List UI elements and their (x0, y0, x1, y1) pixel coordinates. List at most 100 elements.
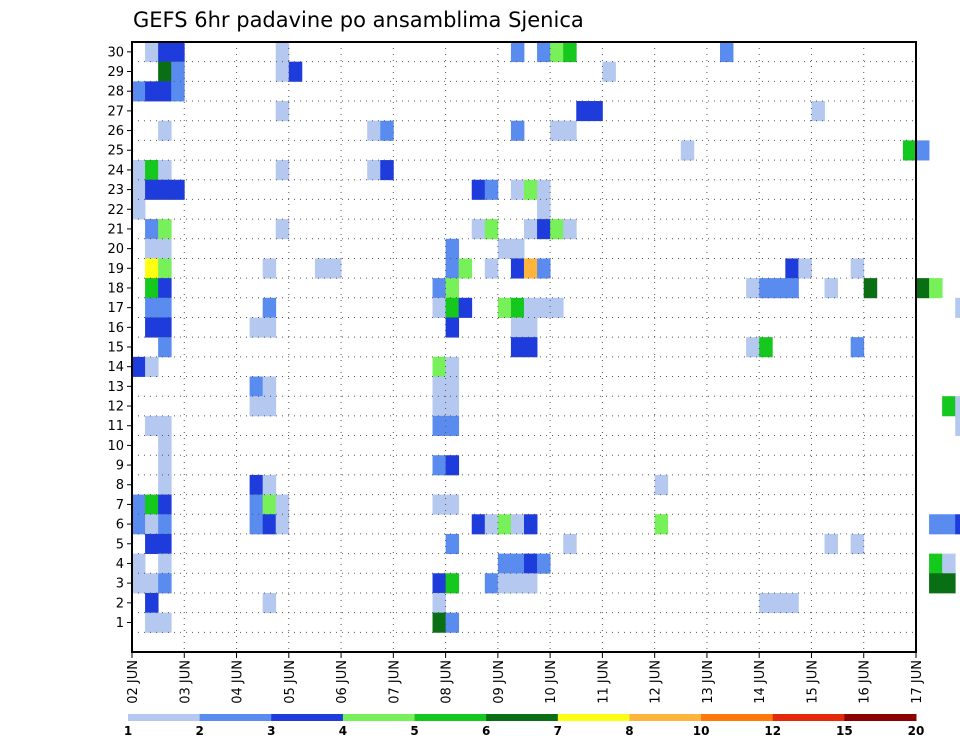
heatmap-cell (785, 592, 799, 614)
heatmap-cell (445, 258, 460, 279)
heatmap-cell (524, 219, 538, 240)
legend-label: 8 (625, 724, 633, 738)
heatmap-cell (497, 553, 512, 574)
y-tick-label: 19 (107, 262, 124, 277)
heatmap-cell (550, 297, 564, 318)
heatmap-cell (158, 435, 172, 456)
heatmap-cell (955, 514, 960, 535)
heatmap-cell (537, 258, 551, 279)
y-tick-label: 5 (116, 537, 124, 552)
y-tick-label: 17 (107, 301, 124, 316)
legend-label: 20 (908, 724, 925, 738)
legend-label: 6 (482, 724, 490, 738)
heatmap-cell (471, 219, 486, 240)
x-tick-label: 08 JUN (440, 660, 455, 704)
heatmap-cell (145, 317, 159, 338)
heatmap-cell (158, 455, 172, 476)
heatmap-cell (158, 42, 172, 63)
heatmap-cell (158, 81, 172, 102)
heatmap-cell (537, 297, 551, 318)
heatmap-cell (249, 474, 264, 495)
x-tick-label: 11 JUN (596, 660, 611, 704)
heatmap-cell (510, 42, 525, 63)
heatmap-cell (249, 396, 264, 417)
x-tick-label: 05 JUN (283, 660, 298, 704)
heatmap-cell (720, 42, 734, 63)
heatmap-cell (524, 317, 538, 338)
x-tick-label: 02 JUN (126, 660, 141, 704)
heatmap-cell (275, 42, 290, 63)
y-tick-label: 23 (107, 183, 124, 198)
heatmap-cell (132, 179, 146, 200)
heatmap-cell (510, 179, 525, 200)
heatmap-cell (145, 42, 159, 63)
heatmap-cell (746, 278, 760, 299)
heatmap-cell (275, 160, 290, 181)
heatmap-cell (510, 317, 525, 338)
heatmap-cell (249, 317, 264, 338)
heatmap-cell (471, 514, 486, 535)
heatmap-cell (510, 120, 525, 141)
heatmap-cell (510, 514, 525, 535)
y-tick-label: 24 (107, 163, 124, 178)
y-tick-label: 3 (116, 577, 124, 592)
heatmap-cell (929, 573, 943, 594)
y-tick-label: 4 (116, 557, 124, 572)
heatmap-cell (524, 179, 538, 200)
heatmap-cell (524, 297, 538, 318)
x-tick-label: 14 JUN (753, 660, 768, 704)
heatmap-cell (158, 238, 172, 259)
legend-swatch (557, 714, 630, 721)
y-tick-label: 13 (107, 380, 124, 395)
heatmap-cell (537, 42, 551, 63)
heatmap-cell (132, 553, 146, 574)
heatmap-cell (445, 455, 460, 476)
heatmap-cell (537, 199, 551, 220)
heatmap-cell (850, 337, 865, 358)
heatmap-cells (132, 42, 960, 633)
heatmap-cell (955, 415, 960, 436)
heatmap-cell (145, 415, 159, 436)
heatmap-cell (262, 592, 277, 614)
heatmap-cell (158, 494, 172, 515)
heatmap-cell (432, 612, 446, 633)
y-tick-label: 28 (107, 85, 124, 100)
heatmap-cell (563, 533, 577, 555)
heatmap-cell (955, 396, 960, 417)
heatmap-cell (524, 573, 538, 594)
heatmap-cell (145, 573, 159, 594)
legend-swatch (128, 714, 201, 721)
heatmap-cell (602, 61, 616, 82)
heatmap-cell (576, 101, 590, 122)
heatmap-cell (275, 514, 290, 535)
legend-swatch (414, 714, 487, 721)
legend-label: 1 (124, 724, 132, 738)
heatmap-cell (759, 278, 773, 299)
heatmap-cell (158, 553, 172, 574)
heatmap-cell (158, 278, 172, 299)
x-tick-label: 15 JUN (805, 660, 820, 704)
legend-swatch (342, 714, 416, 721)
heatmap-cell (445, 612, 460, 633)
heatmap-cell (171, 42, 185, 63)
heatmap-cell (497, 297, 512, 318)
heatmap-cell (275, 219, 290, 240)
heatmap-cell (589, 101, 603, 122)
heatmap-cell (145, 81, 159, 102)
y-tick-label: 14 (107, 360, 124, 375)
legend-swatch (772, 714, 845, 721)
y-tick-label: 11 (107, 419, 124, 434)
heatmap-cell (145, 278, 159, 299)
heatmap-cell (445, 317, 460, 338)
heatmap-cell (942, 396, 956, 417)
y-tick-label: 10 (107, 439, 124, 454)
heatmap-cell (510, 297, 525, 318)
x-tick-label: 09 JUN (492, 660, 507, 704)
heatmap-cell (850, 533, 865, 555)
heatmap-cell (380, 160, 394, 181)
y-tick-label: 15 (107, 341, 124, 356)
heatmap-cell (132, 160, 146, 181)
heatmap-cell (785, 258, 799, 279)
heatmap-cell (432, 455, 446, 476)
heatmap-cell (262, 494, 277, 515)
